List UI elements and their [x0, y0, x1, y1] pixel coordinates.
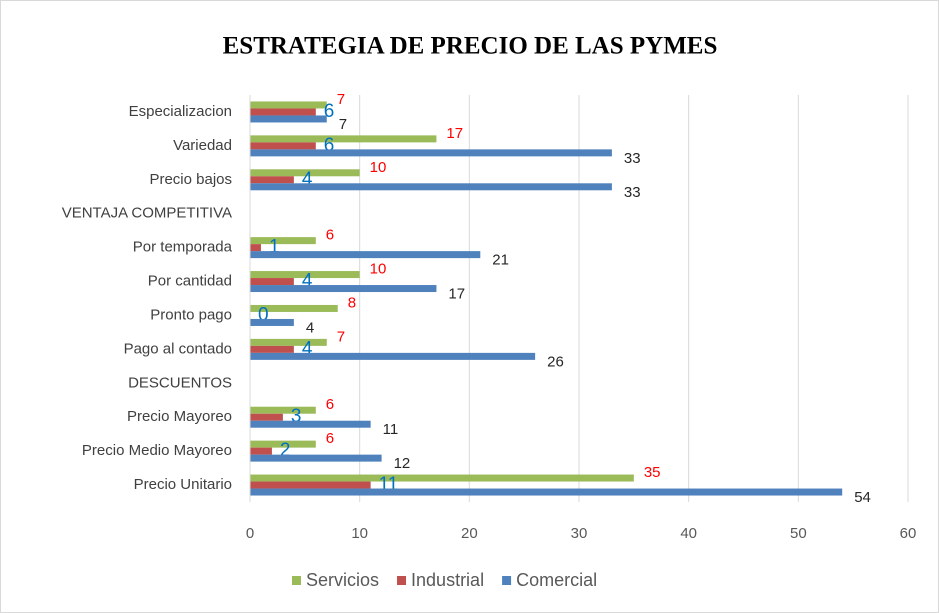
legend-swatch	[397, 576, 407, 585]
x-tick-label: 60	[900, 525, 917, 542]
y-tick-label: Precio Mayoreo	[127, 408, 232, 425]
x-tick-label: 40	[680, 525, 697, 542]
y-tick-label: Pronto pago	[150, 306, 232, 323]
y-tick-label: VENTAJA COMPETITIVA	[62, 205, 232, 222]
x-tick-label: 0	[246, 525, 254, 542]
data-label: 17	[446, 125, 463, 142]
bar	[250, 447, 272, 455]
bar	[250, 108, 316, 116]
data-label: 6	[324, 101, 335, 122]
bar	[250, 318, 294, 326]
bar	[250, 481, 371, 489]
y-tick-label: Variedad	[173, 137, 232, 154]
data-label: 7	[339, 116, 347, 133]
bar	[250, 285, 437, 293]
bar	[250, 142, 316, 150]
bar	[250, 271, 360, 279]
data-label: 3	[291, 406, 302, 427]
data-label: 54	[854, 489, 871, 506]
bar	[250, 474, 634, 482]
data-label: 6	[326, 396, 334, 413]
data-label: 33	[624, 184, 641, 201]
bar	[250, 454, 382, 462]
data-label: 21	[492, 252, 509, 269]
data-label: 4	[302, 338, 313, 359]
bar	[250, 101, 327, 109]
bar	[250, 135, 437, 143]
bar	[250, 345, 294, 353]
data-label: 4	[302, 169, 313, 190]
x-tick-label: 10	[351, 525, 368, 542]
bar	[250, 251, 481, 259]
data-label: 11	[383, 421, 399, 438]
data-label: 33	[624, 150, 641, 167]
bar	[250, 304, 338, 312]
y-tick-label: Especializacion	[129, 103, 232, 120]
data-label: 7	[337, 91, 345, 108]
bar	[250, 176, 294, 184]
bar	[250, 115, 327, 123]
data-label: 10	[370, 159, 387, 176]
bar	[250, 440, 316, 448]
data-label: 35	[644, 464, 661, 481]
y-tick-label: DESCUENTOS	[128, 374, 232, 391]
data-label: 4	[302, 271, 313, 292]
legend-swatch	[502, 576, 512, 585]
bar	[250, 149, 612, 157]
bar	[250, 169, 360, 177]
data-label: 10	[370, 261, 387, 278]
data-label: 6	[326, 227, 334, 244]
legend-label: Comercial	[516, 570, 597, 590]
y-tick-label: Por temporada	[133, 239, 233, 256]
bar	[250, 237, 316, 245]
legend-swatch	[292, 576, 301, 585]
data-label: 7	[337, 328, 345, 345]
data-label: 4	[306, 319, 314, 336]
legend-label: Industrial	[411, 570, 484, 590]
x-tick-label: 30	[571, 525, 588, 542]
bar	[250, 278, 294, 286]
bar	[250, 488, 843, 496]
data-label: 12	[394, 455, 411, 472]
y-tick-label: Pago al contado	[124, 340, 232, 357]
y-tick-label: Por cantidad	[148, 273, 232, 290]
data-label: 0	[258, 304, 269, 325]
data-label: 6	[326, 430, 334, 447]
data-label: 1	[269, 237, 280, 258]
y-tick-label: Precio bajos	[149, 171, 232, 188]
y-tick-label: Precio Unitario	[134, 476, 232, 493]
bar	[250, 413, 283, 421]
y-tick-label: Precio Medio Mayoreo	[82, 442, 232, 459]
data-label: 26	[547, 353, 564, 370]
data-label: 6	[324, 135, 335, 156]
x-tick-label: 50	[790, 525, 807, 542]
bar	[250, 406, 316, 414]
bar	[250, 244, 261, 252]
legend-label: Servicios	[306, 570, 379, 590]
bar	[250, 352, 536, 360]
x-tick-label: 20	[461, 525, 478, 542]
data-label: 2	[280, 440, 291, 461]
data-label: 17	[448, 286, 465, 303]
bar	[250, 338, 327, 346]
data-label: 8	[348, 294, 356, 311]
bar	[250, 420, 371, 428]
chart-title: ESTRATEGIA DE PRECIO DE LAS PYMES	[223, 33, 718, 60]
bar	[250, 183, 612, 191]
